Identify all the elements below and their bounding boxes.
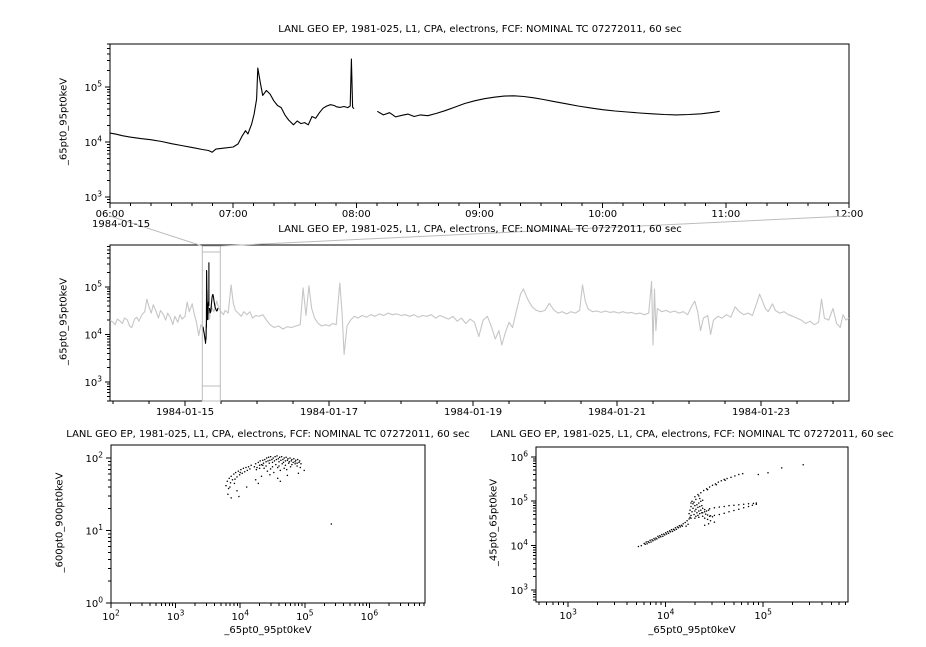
svg-text:104: 104: [84, 134, 102, 149]
panel1-ylabel: _65pt0_95pt0keV: [58, 77, 70, 166]
svg-text:103: 103: [167, 609, 185, 624]
svg-text:07:00: 07:00: [219, 209, 248, 220]
panel-4-tick-labels: 103 104 105 106 103 104 105: [510, 449, 772, 622]
panel-3[interactable]: 100 101 102 102 103 104 105 106: [85, 444, 426, 623]
panel3-xlabel: _65pt0_95pt0keV: [224, 625, 312, 636]
panel3-title: LANL GEO EP, 1981-025, L1, CPA, electron…: [66, 429, 470, 440]
svg-text:06:00: 06:00: [96, 209, 125, 220]
svg-text:08:00: 08:00: [342, 209, 371, 220]
panel4-xlabel: _65pt0_95pt0keV: [648, 625, 736, 636]
panel-2-series: [109, 270, 850, 355]
svg-text:101: 101: [85, 523, 103, 538]
svg-text:1984-01-17: 1984-01-17: [300, 407, 358, 418]
panel4-ylabel: _45pt0_65pt0keV: [488, 478, 500, 567]
panel-1-series: [109, 58, 720, 153]
svg-text:104: 104: [84, 327, 102, 342]
svg-text:1984-01-23: 1984-01-23: [732, 407, 790, 418]
svg-text:102: 102: [102, 609, 120, 624]
panel1-context-date: 1984-01-15: [92, 219, 151, 230]
panel-3-ticks: [106, 457, 425, 608]
panel-2-tick-labels: 103 104 105 1984-01-15 1984-01-17 1984-01-19 1…: [84, 279, 790, 418]
svg-text:106: 106: [510, 449, 528, 464]
svg-text:100: 100: [85, 596, 103, 611]
context-box[interactable]: [201, 245, 221, 402]
panel-3-scatter: [225, 455, 333, 525]
svg-text:105: 105: [510, 494, 528, 509]
panel-2-ticks: [105, 246, 834, 406]
svg-text:104: 104: [231, 609, 249, 624]
svg-text:103: 103: [84, 374, 102, 389]
panel-1[interactable]: 103 104 105 06:00 07:00 08:00 09:00 10:00 11:00 1…: [84, 43, 863, 220]
panel2-title: LANL GEO EP, 1981-025, L1, CPA, electron…: [278, 224, 682, 235]
svg-text:104: 104: [510, 538, 528, 553]
panel-3-tick-labels: 100 101 102 102 103 104 105 106: [85, 451, 378, 623]
svg-text:105: 105: [754, 608, 772, 623]
highlight-series: [202, 262, 219, 344]
svg-text:10:00: 10:00: [588, 209, 617, 220]
panel2-ylabel: _65pt0_95pt0keV: [58, 277, 70, 366]
panel-2[interactable]: 103 104 105 1984-01-15 1984-01-17 1984-01-19 1…: [84, 244, 850, 418]
svg-text:1984-01-19: 1984-01-19: [444, 407, 502, 418]
zoom-connector-lines: [109, 215, 850, 247]
svg-text:103: 103: [84, 189, 102, 204]
svg-text:11:00: 11:00: [711, 209, 740, 220]
panel-1-ticks: [105, 43, 850, 208]
panel1-title: LANL GEO EP, 1981-025, L1, CPA, electron…: [278, 24, 682, 35]
svg-text:105: 105: [84, 279, 102, 294]
svg-text:1984-01-15: 1984-01-15: [156, 407, 214, 418]
panel4-title: LANL GEO EP, 1981-025, L1, CPA, electron…: [490, 429, 894, 440]
svg-text:105: 105: [84, 79, 102, 94]
panel-4-ticks: [531, 456, 847, 607]
panel3-ylabel: _600pt0_900pt0keV: [54, 472, 66, 573]
svg-text:105: 105: [296, 609, 314, 624]
panel-4[interactable]: 103 104 105 106 103 104 105: [510, 446, 849, 622]
svg-text:106: 106: [361, 609, 379, 624]
svg-text:12:00: 12:00: [835, 209, 864, 220]
svg-text:102: 102: [85, 451, 103, 466]
panel-1-tick-labels: 103 104 105 06:00 07:00 08:00 09:00 10:00 11:00 1…: [84, 79, 863, 220]
svg-text:103: 103: [559, 608, 577, 623]
svg-text:104: 104: [657, 608, 675, 623]
svg-text:103: 103: [510, 583, 528, 598]
svg-text:1984-01-21: 1984-01-21: [588, 407, 646, 418]
svg-text:09:00: 09:00: [465, 209, 494, 220]
panel-4-scatter: [637, 464, 804, 548]
